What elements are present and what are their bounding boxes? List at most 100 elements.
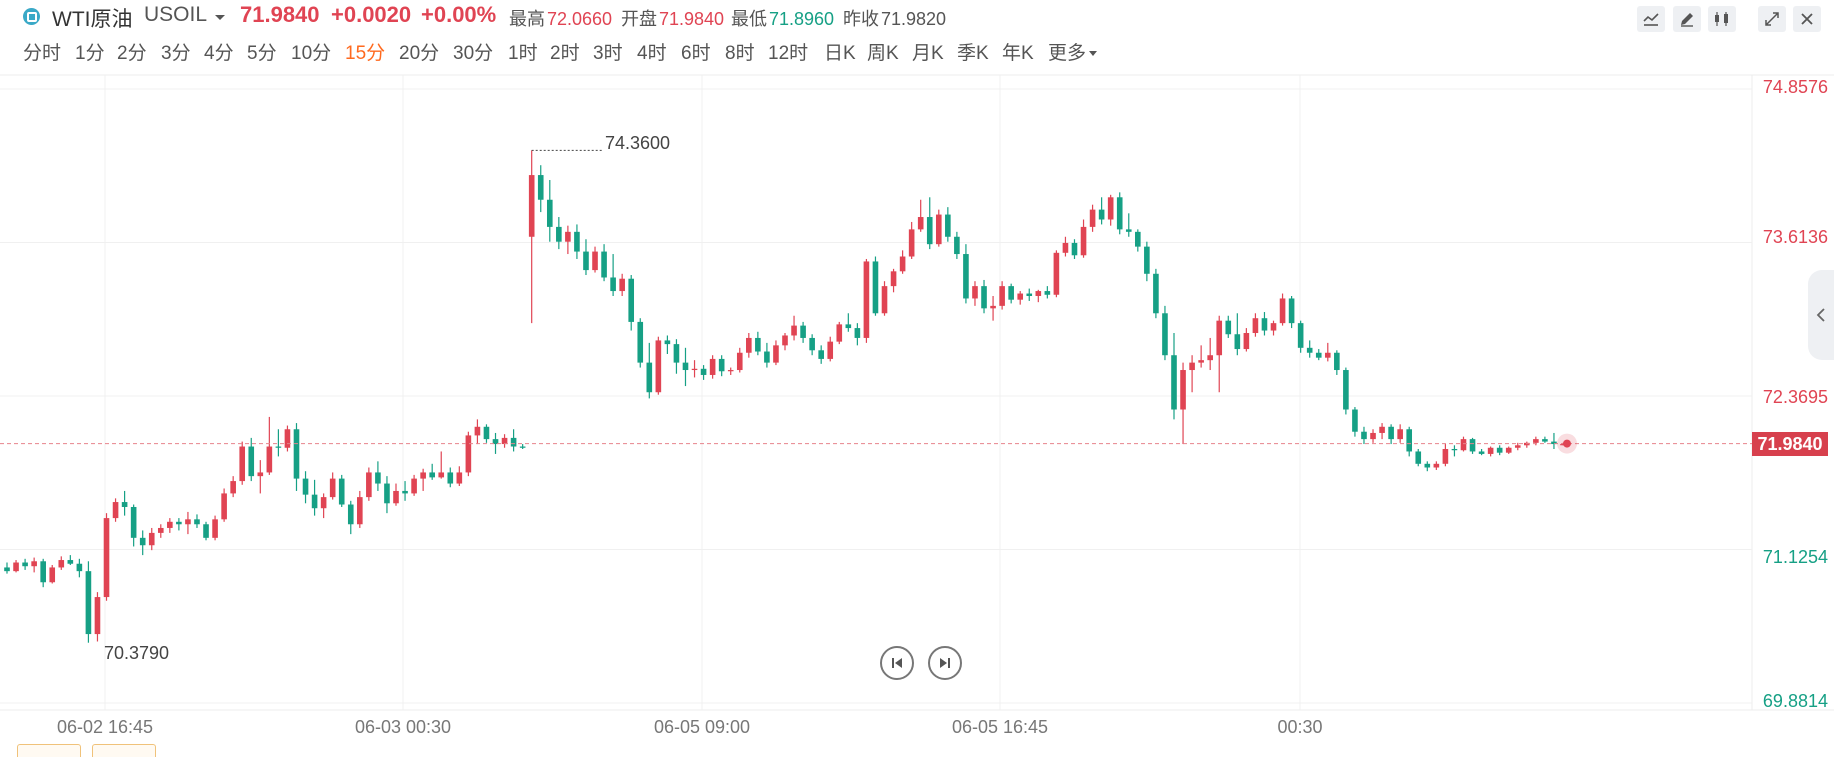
- stat-low-value: 71.8960: [769, 9, 835, 29]
- candle-body: [727, 370, 734, 372]
- draw-button[interactable]: [1673, 6, 1701, 32]
- candle-body: [827, 341, 834, 359]
- x-axis-label: 06-03 00:30: [354, 717, 452, 737]
- period-tab[interactable]: 1时: [508, 43, 538, 64]
- period-tab-active[interactable]: 15分: [345, 43, 386, 64]
- price-change: +0.0020: [331, 2, 412, 27]
- candle-body: [212, 519, 218, 538]
- candle-body: [1551, 441, 1557, 445]
- period-tab[interactable]: 8时: [725, 43, 755, 64]
- stat-low: 最低 71.8960: [731, 5, 834, 31]
- period-tab[interactable]: 5分: [247, 43, 277, 64]
- candle-body: [230, 481, 236, 494]
- period-tab[interactable]: 2分: [117, 43, 147, 64]
- bottom-panel-tab[interactable]: [17, 744, 81, 757]
- period-tab[interactable]: 日K: [824, 43, 856, 64]
- period-tab[interactable]: 分时: [23, 43, 62, 64]
- instrument-name[interactable]: WTI原油: [52, 8, 133, 31]
- stat-prev-close-value: 71.9820: [881, 9, 947, 29]
- period-tab[interactable]: 10分: [291, 43, 332, 64]
- stat-prev-close: 昨收 71.9820: [843, 5, 946, 31]
- x-axis-label: 06-05 16:45: [951, 717, 1049, 737]
- candle-body: [764, 351, 770, 363]
- candle-body: [112, 502, 119, 519]
- candle-body: [366, 472, 372, 498]
- period-tab[interactable]: 周K: [867, 43, 899, 64]
- candle-body: [257, 472, 264, 477]
- low-price-marker: 70.3790: [104, 643, 170, 663]
- candle-body: [1171, 355, 1177, 410]
- candle-body: [972, 286, 978, 299]
- candle-body: [881, 286, 888, 314]
- stat-open-label: 开盘: [621, 9, 657, 29]
- candle-body: [845, 324, 852, 329]
- period-tab[interactable]: 20分: [399, 43, 440, 64]
- candle-body: [1288, 298, 1295, 324]
- period-tab[interactable]: 4时: [637, 43, 667, 64]
- period-tab-more[interactable]: 更多: [1048, 38, 1098, 65]
- period-tab[interactable]: 2时: [550, 43, 580, 64]
- close-button[interactable]: [1793, 6, 1821, 32]
- candle-body: [872, 261, 879, 314]
- period-tab[interactable]: 3分: [161, 43, 191, 64]
- candle-body: [329, 478, 336, 498]
- candle-body: [1361, 431, 1367, 440]
- candle-body: [266, 446, 273, 473]
- candle-body: [194, 519, 200, 525]
- scroll-start-button[interactable]: [880, 646, 914, 680]
- candle-body: [347, 504, 354, 525]
- candle-body: [1514, 445, 1521, 448]
- candle-body: [40, 561, 46, 583]
- candle-body: [121, 502, 128, 507]
- candle-body: [1062, 242, 1069, 253]
- candle-body: [357, 497, 363, 525]
- candle-body: [1352, 409, 1358, 432]
- instrument-code[interactable]: USOIL: [144, 3, 208, 26]
- period-tab[interactable]: 年K: [1002, 43, 1034, 64]
- period-tab[interactable]: 4分: [204, 43, 234, 64]
- period-tab[interactable]: 12时: [768, 43, 809, 64]
- chevron-down-icon[interactable]: [215, 15, 225, 20]
- candle-body: [456, 472, 463, 484]
- candle-body: [863, 261, 870, 338]
- candle-body: [411, 478, 417, 494]
- candle-body: [167, 521, 173, 528]
- side-panel-toggle[interactable]: [1808, 270, 1834, 360]
- scroll-end-button[interactable]: [928, 646, 962, 680]
- fullscreen-button[interactable]: [1758, 6, 1786, 32]
- indicator-button[interactable]: [1637, 6, 1665, 32]
- candle-body: [139, 537, 146, 546]
- candle-body: [1180, 370, 1186, 410]
- candle-body: [664, 340, 671, 345]
- y-axis-label: 73.6136: [1762, 227, 1828, 247]
- candle-body: [67, 560, 74, 564]
- stat-low-label: 最低: [731, 9, 767, 29]
- candle-body: [402, 490, 408, 494]
- period-tab[interactable]: 3时: [593, 43, 623, 64]
- candle-body: [700, 368, 707, 375]
- candle-body: [890, 271, 897, 287]
- candle-body: [601, 251, 607, 278]
- high-price-marker: 74.3600: [605, 133, 671, 153]
- stat-high-label: 最高: [509, 9, 545, 29]
- period-tab[interactable]: 季K: [957, 43, 989, 64]
- candle-body: [556, 226, 562, 242]
- period-tab[interactable]: 月K: [912, 43, 944, 64]
- candle-type-button[interactable]: [1708, 6, 1736, 32]
- period-tab[interactable]: 6时: [681, 43, 711, 64]
- period-tab[interactable]: 30分: [453, 43, 494, 64]
- candle-body: [981, 286, 987, 309]
- bottom-panel-tab[interactable]: [92, 744, 156, 757]
- period-tab[interactable]: 1分: [75, 43, 105, 64]
- candle-body: [528, 175, 535, 237]
- candle-body: [655, 340, 662, 393]
- candle-body: [574, 231, 580, 252]
- candle-body: [1153, 273, 1159, 314]
- candle-body: [1433, 463, 1440, 468]
- candle-body: [1505, 447, 1512, 453]
- candle-body: [954, 236, 960, 255]
- candle-body: [1225, 320, 1232, 335]
- candle-body: [1451, 448, 1458, 451]
- candle-body: [583, 251, 589, 271]
